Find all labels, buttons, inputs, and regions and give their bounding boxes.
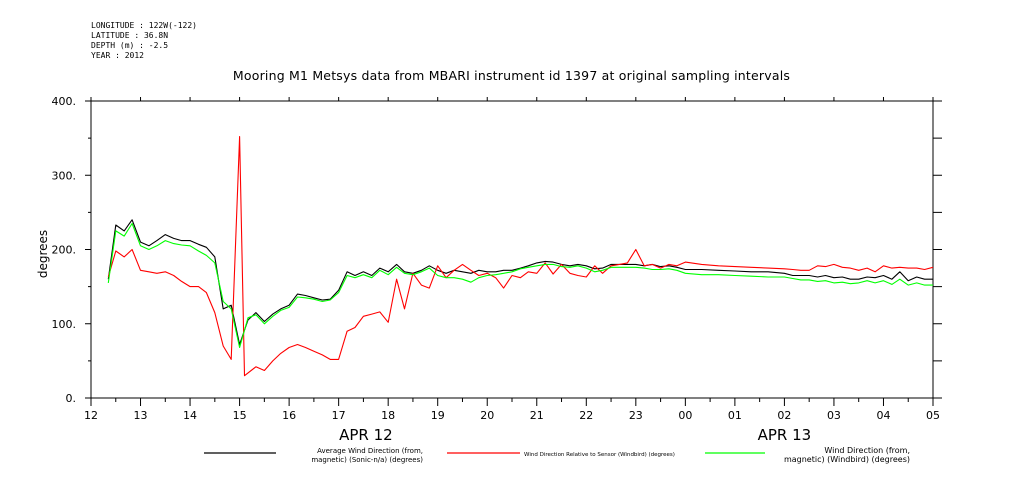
x-tick-label: 13 — [134, 409, 148, 422]
x-tick-label: 03 — [827, 409, 841, 422]
x-tick-label: 05 — [926, 409, 940, 422]
x-tick-label: 21 — [530, 409, 544, 422]
chart-title: Mooring M1 Metsys data from MBARI instru… — [232, 68, 791, 83]
x-tick-label: 02 — [777, 409, 791, 422]
plot-area — [107, 136, 934, 377]
year-label: YEAR : 2012 — [91, 51, 144, 60]
series-line-2 — [107, 136, 934, 377]
x-tick-label: 16 — [282, 409, 296, 422]
y-tick-label: 0. — [66, 392, 77, 405]
x-tick-label: 01 — [728, 409, 742, 422]
x-tick-label: 18 — [381, 409, 395, 422]
x-tick-label: 04 — [876, 409, 890, 422]
longitude-label: LONGITUDE : 122W(-122) — [91, 21, 197, 30]
x-tick-label: 14 — [183, 409, 197, 422]
series-line-1 — [107, 219, 933, 346]
x-tick-label: 17 — [332, 409, 346, 422]
legend-label: magnetic) (Sonic-n/a) (degrees) — [311, 456, 423, 464]
y-tick-label: 100. — [52, 318, 77, 331]
x-date-label: APR 13 — [758, 426, 812, 444]
x-tick-label: 23 — [629, 409, 643, 422]
x-tick-label: 22 — [579, 409, 593, 422]
x-tick-label: 15 — [233, 409, 247, 422]
x-tick-label: 20 — [480, 409, 494, 422]
depth-label: DEPTH (m) : -2.5 — [91, 41, 169, 50]
legend-label: Average Wind Direction (from, — [317, 447, 423, 455]
legend: Average Wind Direction (from,magnetic) (… — [204, 446, 910, 464]
latitude-label: LATITUDE : 36.8N — [91, 31, 169, 40]
legend-label: Wind Direction Relative to Sensor (Windb… — [524, 452, 675, 458]
legend-label: magnetic) (Windbird) (degrees) — [784, 455, 910, 464]
metadata-block: LONGITUDE : 122W(-122) LATITUDE : 36.8N … — [91, 21, 197, 61]
legend-label: Wind Direction (from, — [824, 446, 910, 455]
x-tick-label: 12 — [84, 409, 98, 422]
x-tick-label: 19 — [431, 409, 445, 422]
x-tick-label: 00 — [678, 409, 692, 422]
series-line-3 — [107, 222, 933, 349]
y-tick-label: 300. — [52, 169, 77, 182]
y-tick-label: 200. — [52, 244, 77, 257]
x-date-label: APR 12 — [339, 426, 393, 444]
plot-frame — [90, 100, 934, 399]
y-tick-label: 400. — [52, 95, 77, 108]
chart-axes: 0. 100. 200. 300. 400. 12 13 14 15 16 17 18 19 20 21 22… — [52, 95, 942, 444]
